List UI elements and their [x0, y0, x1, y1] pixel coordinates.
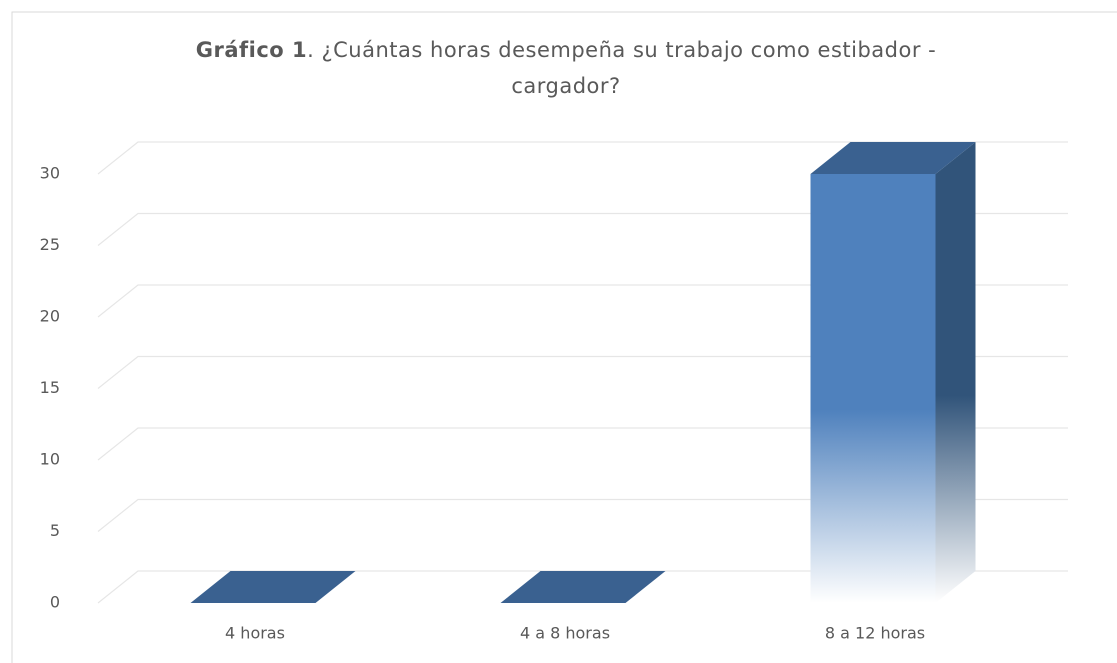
title-text: . ¿Cuántas horas desempeña su trabajo co…	[307, 38, 936, 62]
bar-top	[500, 571, 666, 603]
x-tick-label: 4 horas	[225, 624, 285, 643]
bar-top	[810, 142, 976, 174]
y-tick-label: 20	[40, 307, 60, 326]
x-tick-label: 4 a 8 horas	[520, 624, 610, 643]
x-tick-label: 8 a 12 horas	[825, 624, 925, 643]
grid-line	[97, 498, 1068, 532]
grid-line	[97, 212, 1068, 246]
chart-title: Gráfico 1. ¿Cuántas horas desempeña su t…	[196, 38, 937, 62]
bar-top	[190, 571, 356, 603]
bar	[500, 571, 666, 603]
y-tick-label: 30	[40, 164, 60, 183]
bar	[810, 142, 976, 603]
grid-line	[97, 427, 1068, 461]
y-tick-label: 25	[40, 235, 60, 254]
chart-title-line2: cargador?	[511, 74, 620, 98]
y-tick-label: 10	[40, 450, 60, 469]
grid-line	[97, 141, 1068, 175]
bar-front	[810, 174, 936, 603]
grid-line	[97, 284, 1068, 318]
y-tick-label: 0	[50, 593, 60, 612]
y-tick-label: 15	[40, 378, 60, 397]
bar	[190, 571, 356, 603]
grid-line	[97, 355, 1068, 389]
y-tick-label: 5	[50, 521, 60, 540]
grid-line	[97, 570, 1068, 604]
title-bold: Gráfico 1	[196, 38, 307, 62]
bar-side	[935, 142, 976, 603]
